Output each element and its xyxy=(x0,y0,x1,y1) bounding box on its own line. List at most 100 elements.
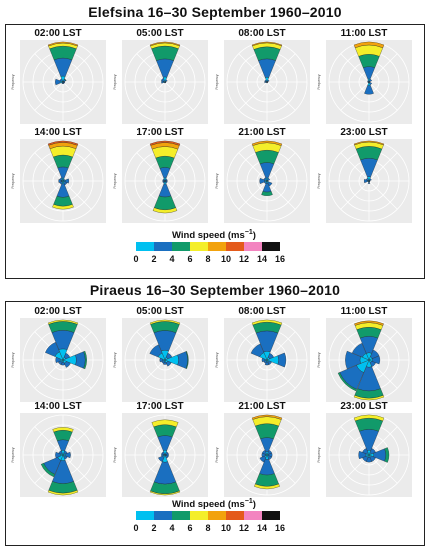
panel-title: 17:00 LST xyxy=(136,127,184,138)
legend-colorbar-piraeus xyxy=(136,511,280,520)
section-title-piraeus: Piraeus 16–30 September 1960–2010 xyxy=(89,282,341,298)
legend-tick: 6 xyxy=(187,254,193,264)
grid-spoke xyxy=(136,180,166,210)
petal-n-8-10 xyxy=(354,320,384,326)
grid-spoke xyxy=(62,180,92,210)
petal-n-4-6 xyxy=(53,430,73,442)
legend-tick: 16 xyxy=(274,523,286,533)
legend-swatch-10-12 xyxy=(226,511,244,520)
legend-swatch-6-8 xyxy=(190,242,208,251)
grid-spoke xyxy=(238,81,268,111)
y-axis-label: Frequency xyxy=(317,447,321,462)
grid-spoke xyxy=(34,426,64,456)
petal-n-10-12 xyxy=(149,140,181,146)
petal-nw-2-4 xyxy=(264,79,267,82)
legend-title-exp: −1 xyxy=(244,229,253,236)
petal-n-8-10 xyxy=(149,41,181,47)
legend-swatch-12-14 xyxy=(244,511,262,520)
grid-spoke xyxy=(368,81,398,111)
y-axis-label: Frequency xyxy=(215,74,219,89)
petal-ne-4-6 xyxy=(63,78,67,82)
grid-spoke xyxy=(238,359,268,389)
wind-rose-plot: Frequency xyxy=(215,139,310,223)
grid-spoke xyxy=(34,152,64,182)
legend-swatch-14-16 xyxy=(262,242,280,251)
petal-n-4-6 xyxy=(354,418,384,432)
panel-title: 23:00 LST xyxy=(340,401,388,412)
legend-swatch-8-10 xyxy=(208,242,226,251)
petal-n-6-8 xyxy=(52,427,74,433)
petal-n-8-10 xyxy=(353,140,385,146)
legend-swatch-4-6 xyxy=(172,242,190,251)
grid-spoke xyxy=(266,454,296,484)
legend-tick: 2 xyxy=(151,523,157,533)
wind-rose-plot: Frequency xyxy=(11,139,106,223)
grid-spoke xyxy=(34,81,64,111)
grid-spoke xyxy=(368,53,398,83)
grid-spoke xyxy=(62,426,92,456)
grid-spoke xyxy=(266,81,296,111)
petal-n-4-6 xyxy=(153,424,177,438)
y-axis-label: Frequency xyxy=(11,74,15,89)
legend-ticks-piraeus: 0 2 4 6 8 10 12 14 16 xyxy=(133,523,285,535)
grid-spoke xyxy=(266,426,296,456)
grid-spoke xyxy=(34,180,64,210)
petal-s-4-6 xyxy=(53,195,73,207)
legend-tick: 10 xyxy=(220,254,232,264)
grid-spoke xyxy=(368,180,398,210)
petal-nw-2-4 xyxy=(352,343,367,358)
legend-tick: 10 xyxy=(220,523,232,533)
wind-rose-plot: Frequency xyxy=(317,40,412,124)
y-axis-label: Frequency xyxy=(215,352,219,367)
grid-spoke xyxy=(62,454,92,484)
wind-rose-plot: Frequency xyxy=(11,318,106,402)
wind-rose-plot: Frequency xyxy=(317,318,412,402)
panel-title: 17:00 LST xyxy=(136,401,184,412)
grid-spoke xyxy=(340,180,370,210)
grid-spoke xyxy=(164,454,194,484)
petal-nw-2-4 xyxy=(45,342,60,357)
legend-tick: 0 xyxy=(133,523,139,533)
petal-nw-2-4 xyxy=(149,344,163,358)
petal-nw-2-4 xyxy=(262,450,267,455)
petal-s-6-8 xyxy=(254,483,280,490)
grid-spoke xyxy=(340,152,370,182)
y-axis-label: Frequency xyxy=(11,173,15,188)
legend-title-text: Wind speed (ms xyxy=(172,499,245,511)
panel-title: 05:00 LST xyxy=(136,306,184,317)
wind-rose-plot: Frequency xyxy=(317,413,412,497)
petal-s-6-8 xyxy=(149,490,181,496)
petal-e-2-4 xyxy=(277,352,287,368)
petal-n-8-10 xyxy=(251,140,283,146)
legend-tick: 6 xyxy=(187,523,193,533)
wind-rose-plot: Frequency xyxy=(215,40,310,124)
legend-swatch-10-12 xyxy=(226,242,244,251)
legend-title-elefsina: Wind speed (ms−1) xyxy=(172,229,256,241)
panel-title: 21:00 LST xyxy=(238,401,286,412)
wind-rose-plot: Frequency xyxy=(215,413,310,497)
y-axis-label: Frequency xyxy=(113,447,117,462)
y-axis-label: Frequency xyxy=(215,173,219,188)
petal-nw-2-4 xyxy=(250,343,265,358)
petal-nw-2-4 xyxy=(59,177,63,181)
grid-spoke xyxy=(62,53,92,83)
wind-rose-plot: Frequency xyxy=(215,318,310,402)
legend-swatch-0-2 xyxy=(136,242,154,251)
grid-spoke xyxy=(266,359,296,389)
petal-n-6-8 xyxy=(353,414,385,422)
panel-title: 21:00 LST xyxy=(238,127,286,138)
grid-spoke xyxy=(340,81,370,111)
grid-spoke xyxy=(34,53,64,83)
petal-n-8-10 xyxy=(251,41,283,47)
petal-n-4-6 xyxy=(49,46,77,61)
legend-tick: 14 xyxy=(256,523,268,533)
panel-title: 14:00 LST xyxy=(34,127,82,138)
wind-rose-plot: Frequency xyxy=(113,139,208,223)
wind-rose-plot: Frequency xyxy=(11,40,106,124)
petal-s-6-8 xyxy=(353,395,385,401)
grid-spoke xyxy=(266,152,296,182)
grid-spoke xyxy=(238,180,268,210)
y-axis-label: Frequency xyxy=(11,352,15,367)
petal-nw-2-4 xyxy=(367,80,369,82)
petal-n-10-12 xyxy=(47,140,79,146)
